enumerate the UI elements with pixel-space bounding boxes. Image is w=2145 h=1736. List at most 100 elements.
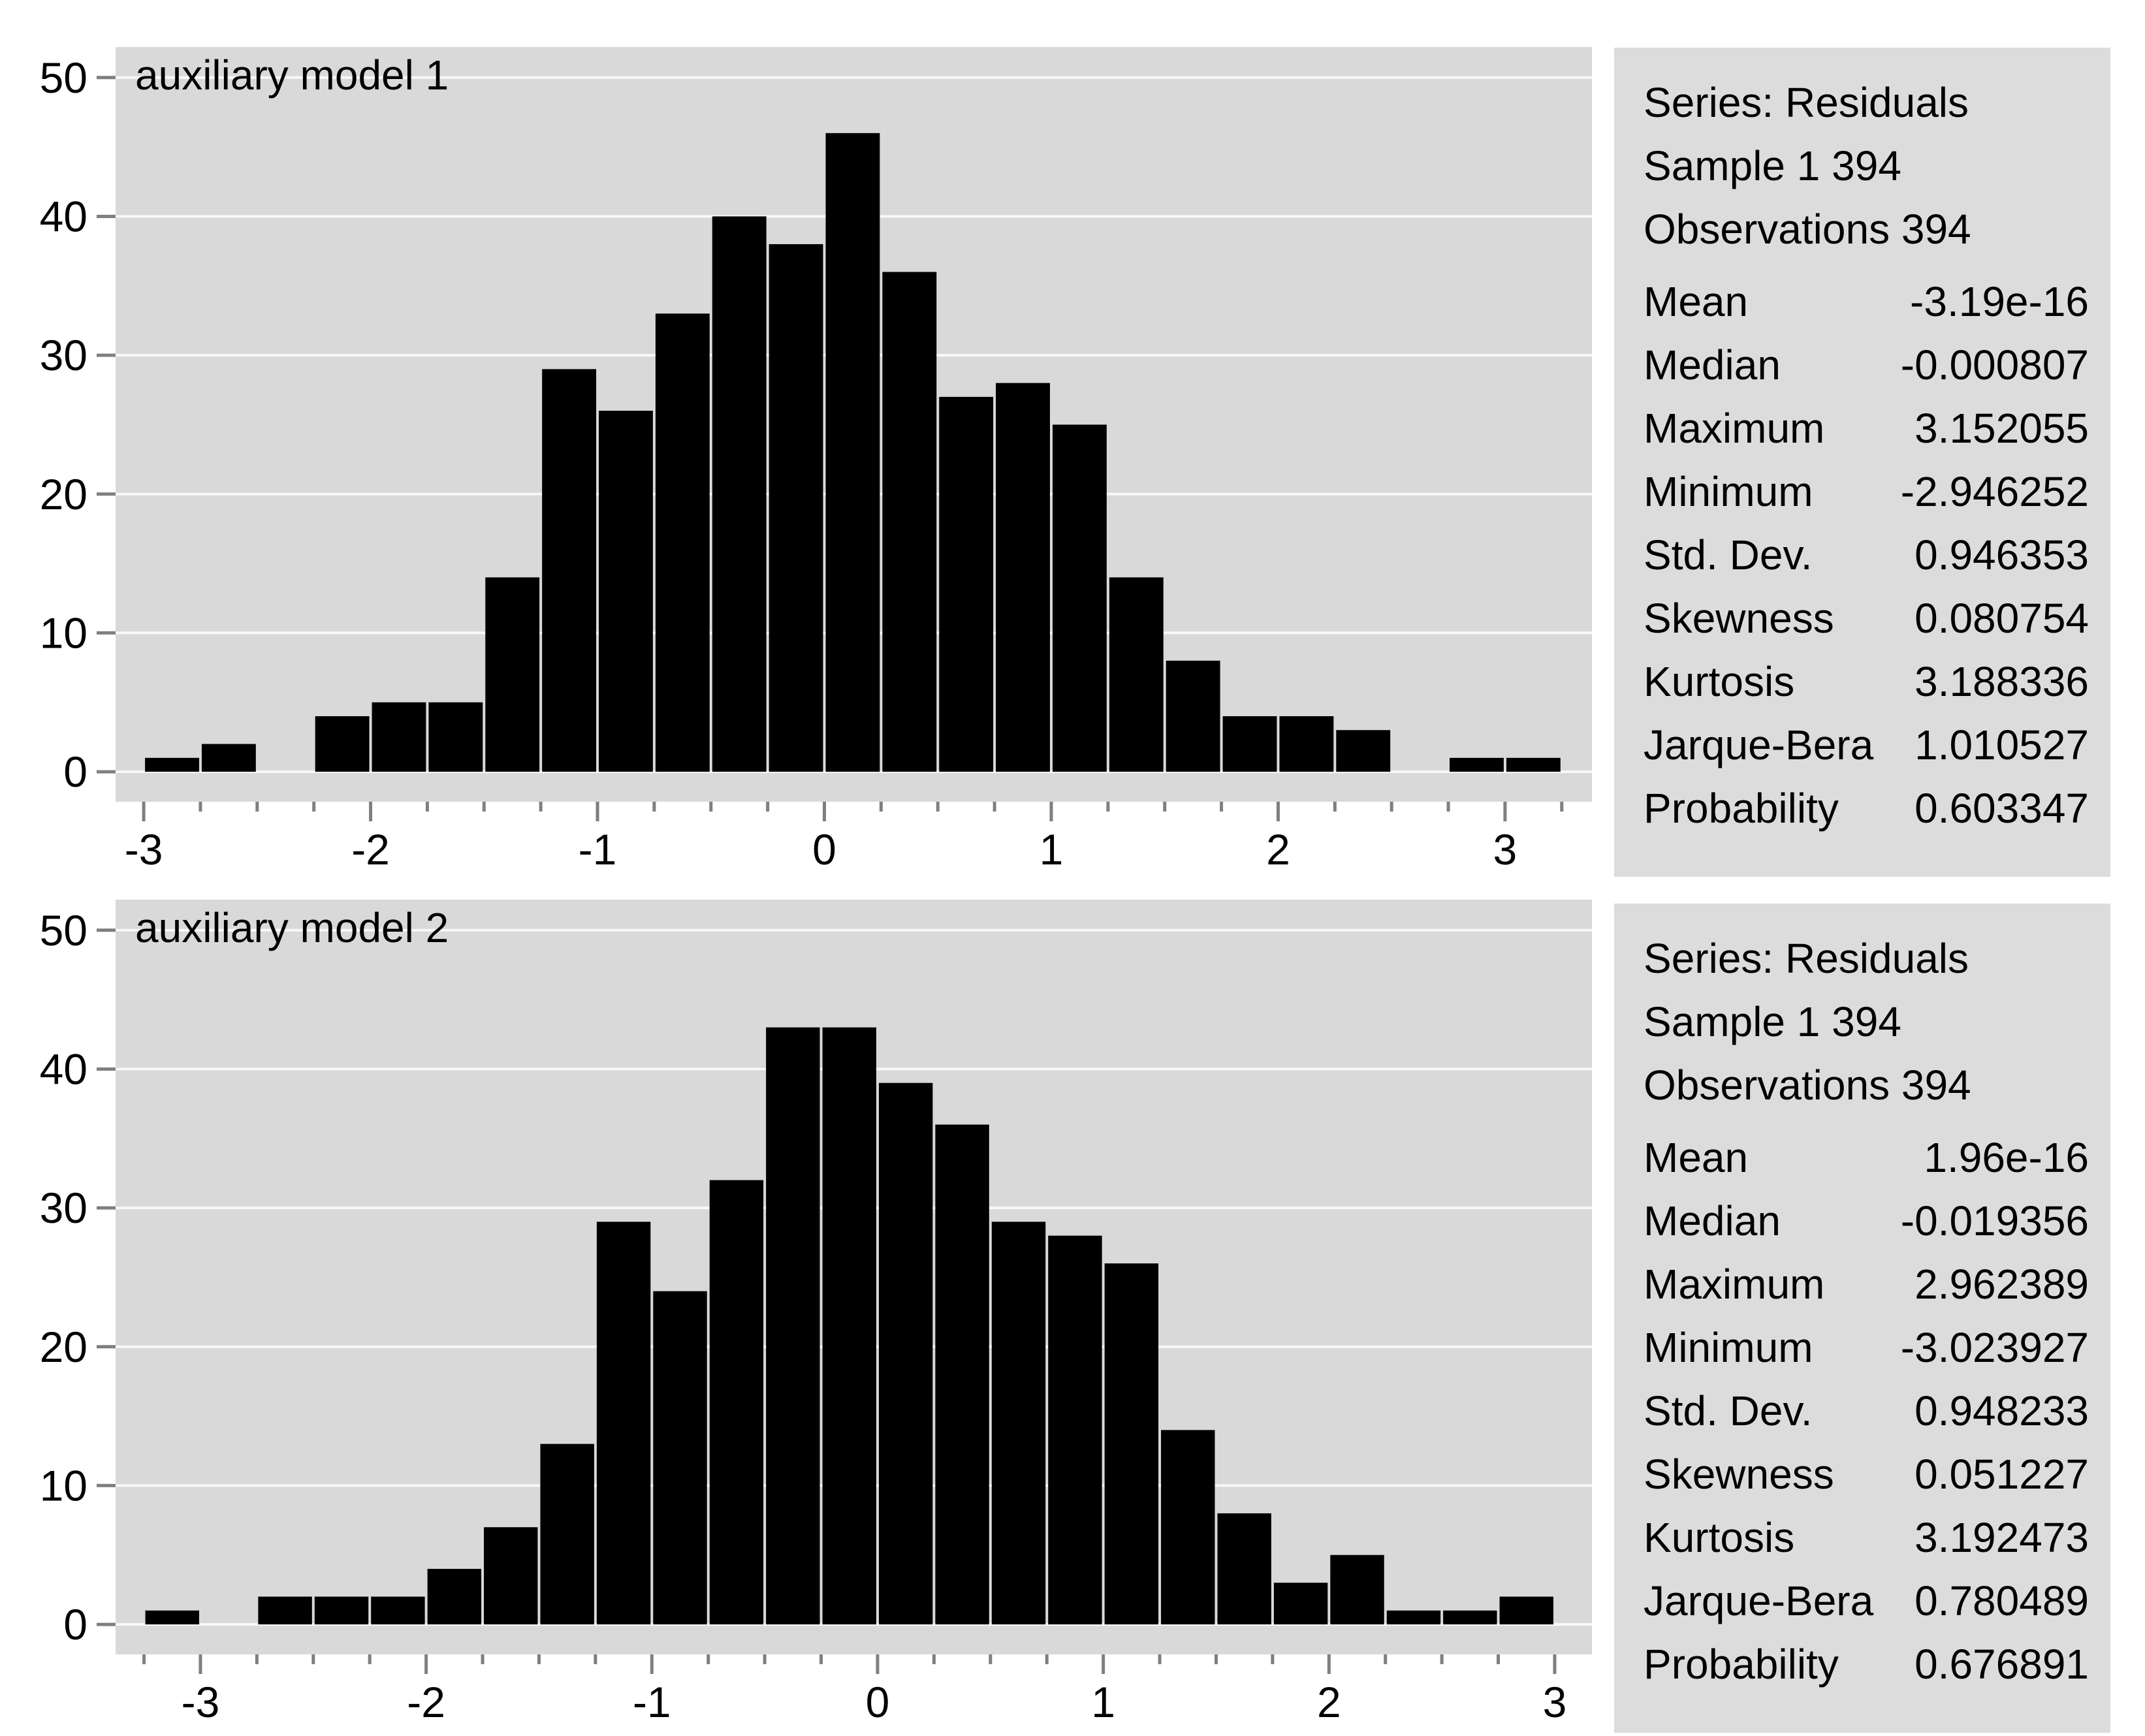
chart-title: auxiliary model 2 bbox=[135, 904, 449, 951]
stat-label: Skewness bbox=[1644, 595, 1834, 642]
x-tick-label: -1 bbox=[633, 1678, 671, 1721]
bar bbox=[939, 396, 994, 772]
stats-panel-model-2: Series: Residuals Sample 1 394 Observati… bbox=[1614, 904, 2110, 1733]
stat-row-median: Median -0.000807 bbox=[1644, 334, 2089, 397]
stat-row-probability: Probability 0.603347 bbox=[1644, 777, 2089, 840]
x-tick-label: 1 bbox=[1040, 825, 1064, 868]
histogram-canvas-model-1: 0 10 20 30 40 50 -3 -2 -1 0 1 2 3 auxiliary model 1 bbox=[40, 47, 1592, 868]
stat-label: Kurtosis bbox=[1644, 658, 1795, 705]
stat-value: 1.010527 bbox=[1915, 721, 2089, 768]
stat-row-skewness: Skewness 0.051227 bbox=[1644, 1443, 2089, 1506]
stat-value: 3.152055 bbox=[1915, 405, 2089, 452]
stat-value: 0.780489 bbox=[1915, 1577, 2089, 1624]
y-tick-label: 10 bbox=[40, 1461, 87, 1509]
stat-row-std-dev: Std. Dev. 0.946353 bbox=[1644, 524, 2089, 587]
x-axis: -3 -2 -1 0 1 2 3 bbox=[142, 1654, 1566, 1721]
bar bbox=[1279, 716, 1334, 772]
stat-label: Mean bbox=[1644, 278, 1749, 325]
stat-label: Probability bbox=[1644, 1641, 1839, 1688]
stat-label: Jarque-Bera bbox=[1644, 1577, 1874, 1624]
bar bbox=[1273, 1583, 1328, 1625]
bar bbox=[428, 702, 483, 772]
stat-row-mean: Mean -3.19e-16 bbox=[1644, 270, 2089, 334]
x-tick-label: 0 bbox=[866, 1678, 890, 1721]
bar bbox=[427, 1569, 482, 1625]
bar bbox=[822, 1027, 876, 1625]
stat-value: -0.000807 bbox=[1900, 341, 2089, 388]
bar bbox=[1443, 1610, 1497, 1625]
stat-row-kurtosis: Kurtosis 3.192473 bbox=[1644, 1506, 2089, 1570]
stat-row-std-dev: Std. Dev. 0.948233 bbox=[1644, 1380, 2089, 1443]
bar bbox=[655, 313, 710, 772]
stat-row-jarque-bera: Jarque-Bera 0.780489 bbox=[1644, 1570, 2089, 1633]
stat-label: Maximum bbox=[1644, 405, 1825, 452]
stat-value: 0.676891 bbox=[1915, 1641, 2089, 1688]
x-tick-label: 2 bbox=[1317, 1678, 1341, 1721]
stats-series-line: Series: Residuals bbox=[1644, 79, 1969, 126]
chart-title: auxiliary model 1 bbox=[135, 52, 449, 99]
x-tick-label: -3 bbox=[182, 1678, 220, 1721]
bar bbox=[1104, 1263, 1159, 1625]
bar bbox=[484, 1527, 538, 1625]
y-tick-label: 50 bbox=[40, 54, 87, 102]
stat-label: Minimum bbox=[1644, 1324, 1813, 1371]
stat-label: Median bbox=[1644, 341, 1781, 388]
bar bbox=[1052, 424, 1107, 772]
y-tick-label: 0 bbox=[63, 748, 87, 796]
stat-value: 0.603347 bbox=[1915, 785, 2089, 832]
x-tick-label: 0 bbox=[812, 825, 836, 868]
stat-value: -0.019356 bbox=[1900, 1197, 2089, 1244]
bar bbox=[935, 1124, 989, 1625]
bar bbox=[145, 757, 199, 772]
stats-series-line: Series: Residuals bbox=[1644, 935, 1969, 982]
bar bbox=[1217, 1513, 1271, 1625]
stat-value: 3.188336 bbox=[1915, 658, 2089, 705]
bar bbox=[485, 577, 540, 772]
y-tick-label: 40 bbox=[40, 192, 87, 240]
bar bbox=[1109, 577, 1164, 772]
bar bbox=[1386, 1610, 1441, 1625]
bar bbox=[372, 702, 426, 772]
bar bbox=[145, 1610, 199, 1625]
stat-value: -2.946252 bbox=[1900, 468, 2089, 515]
stat-row-minimum: Minimum -2.946252 bbox=[1644, 460, 2089, 524]
bar bbox=[314, 1596, 369, 1625]
stat-label: Maximum bbox=[1644, 1261, 1825, 1308]
x-tick-label: -1 bbox=[579, 825, 617, 868]
x-tick-label: -3 bbox=[125, 825, 163, 868]
stat-label: Kurtosis bbox=[1644, 1514, 1795, 1561]
bar bbox=[769, 244, 823, 772]
bar bbox=[1166, 660, 1220, 772]
y-tick-label: 20 bbox=[40, 470, 87, 518]
stat-value: -3.19e-16 bbox=[1910, 278, 2089, 325]
stat-label: Skewness bbox=[1644, 1451, 1834, 1498]
stat-row-minimum: Minimum -3.023927 bbox=[1644, 1316, 2089, 1380]
stats-sample-line: Sample 1 394 bbox=[1644, 142, 1901, 189]
bar bbox=[1161, 1430, 1215, 1625]
stats-observations-line: Observations 394 bbox=[1644, 1062, 1971, 1109]
bar bbox=[996, 383, 1050, 772]
stats-observations-line: Observations 394 bbox=[1644, 206, 1971, 253]
bar bbox=[1506, 757, 1561, 772]
histogram-bars bbox=[145, 133, 1561, 772]
stat-value: 3.192473 bbox=[1915, 1514, 2089, 1561]
bar bbox=[596, 1222, 651, 1625]
bar bbox=[1450, 757, 1504, 772]
stat-label: Median bbox=[1644, 1197, 1781, 1244]
stat-row-median: Median -0.019356 bbox=[1644, 1190, 2089, 1253]
y-tick-label: 10 bbox=[40, 608, 87, 657]
bar bbox=[599, 411, 653, 772]
x-tick-label: -2 bbox=[351, 825, 390, 868]
stat-label: Minimum bbox=[1644, 468, 1813, 515]
bar bbox=[315, 716, 370, 772]
stat-label: Std. Dev. bbox=[1644, 1387, 1813, 1434]
bar bbox=[540, 1444, 594, 1625]
bar bbox=[653, 1291, 707, 1625]
stats-rows: Mean 1.96e-16 Median -0.019356 Maximum 2.96… bbox=[1644, 1126, 2089, 1696]
bar bbox=[258, 1596, 312, 1625]
bar bbox=[1222, 716, 1277, 772]
stat-value: 0.948233 bbox=[1915, 1387, 2089, 1434]
stats-panel-model-1: Series: Residuals Sample 1 394 Observati… bbox=[1614, 48, 2110, 877]
stat-value: 0.051227 bbox=[1915, 1451, 2089, 1498]
